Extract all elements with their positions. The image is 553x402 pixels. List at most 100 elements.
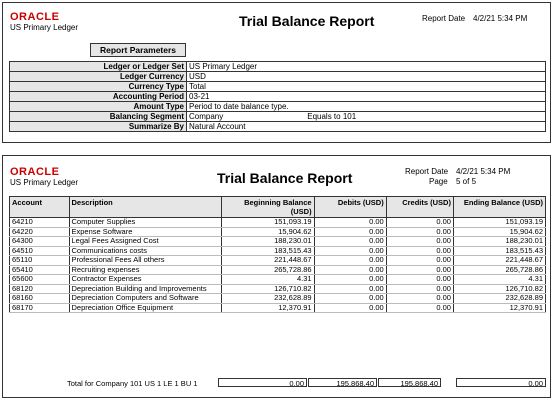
total-debits: 195,868.40: [308, 378, 377, 388]
parameter-value-cell: 03-21: [186, 91, 546, 102]
cell-account: 68170: [9, 303, 70, 313]
parameter-row: Balancing Segment Company Equals to 101: [9, 111, 546, 122]
total-label: Total for Company 101 US 1 LE 1 BU 1: [67, 379, 198, 388]
cell-ending: 126,710.82: [452, 284, 547, 294]
parameter-value: Company: [189, 112, 224, 121]
cell-beginning: 12,370.91: [220, 303, 315, 313]
cell-beginning: 221,448.67: [220, 255, 315, 266]
parameter-row: Currency Type Total: [9, 81, 546, 92]
report-title: Trial Balance Report: [239, 13, 375, 29]
parameter-value: USD: [189, 72, 206, 81]
report-title: Trial Balance Report: [217, 170, 353, 186]
cell-account: 65110: [9, 255, 70, 266]
table-row: 64210 Computer Supplies 151,093.19 0.00 0.00…: [9, 217, 547, 228]
parameter-value-cell: Company Equals to 101: [186, 111, 546, 122]
cell-ending: 183,515.43: [452, 246, 547, 256]
parameter-value: Total: [189, 82, 206, 91]
total-credits: 195,868.40: [378, 378, 441, 388]
parameter-label: Amount Type: [9, 101, 187, 112]
cell-ending: 221,448.67: [452, 255, 547, 266]
cell-credits: 0.00: [385, 255, 454, 266]
cell-ending: 15,904.62: [452, 227, 547, 237]
table-row: 65110 Professional Fees All others 221,448…: [9, 255, 547, 266]
trial-balance-table: Account Description Beginning Balance (U…: [9, 196, 547, 313]
cell-debits: 0.00: [313, 236, 387, 247]
parameter-label: Accounting Period: [9, 91, 187, 102]
parameter-row: Accounting Period 03-21: [9, 91, 546, 102]
table-row: 65600 Contractor Expenses 4.31 0.00 0.00 4.31: [9, 274, 547, 285]
cell-description: Recruiting expenses: [68, 265, 222, 275]
parameter-value: Period to date balance type.: [189, 102, 289, 111]
ledger-name: US Primary Ledger: [10, 178, 79, 187]
cell-description: Contractor Expenses: [68, 274, 222, 285]
ledger-name: US Primary Ledger: [10, 23, 79, 32]
parameter-value-cell: Total: [186, 81, 546, 92]
cell-credits: 0.00: [385, 246, 454, 256]
parameter-label: Ledger Currency: [9, 71, 187, 82]
cell-description: Communications costs: [68, 246, 222, 256]
parameter-label: Currency Type: [9, 81, 187, 92]
cell-ending: 151,093.19: [452, 217, 547, 228]
cell-ending: 12,370.91: [452, 303, 547, 313]
parameter-value: Natural Account: [189, 122, 246, 131]
cell-description: Computer Supplies: [68, 217, 222, 228]
cell-description: Depreciation Computers and Software: [68, 293, 222, 304]
parameters-heading: Report Parameters: [90, 43, 186, 57]
cell-account: 64300: [9, 236, 70, 247]
cell-description: Legal Fees Assigned Cost: [68, 236, 222, 247]
table-row: 64220 Expense Software 15,904.62 0.00 0.00 15…: [9, 227, 547, 237]
parameter-value-cell: US Primary Ledger: [186, 61, 546, 72]
table-row: 68170 Depreciation Office Equipment 12,370…: [9, 303, 547, 313]
cell-description: Professional Fees All others: [68, 255, 222, 266]
cell-beginning: 4.31: [220, 274, 315, 285]
oracle-logo: ORACLE: [10, 166, 60, 178]
cell-description: Depreciation Building and Improvements: [68, 284, 222, 294]
cell-credits: 0.00: [385, 227, 454, 237]
table-row: 64300 Legal Fees Assigned Cost 188,230.01 0…: [9, 236, 547, 247]
parameter-value: 03-21: [189, 92, 210, 101]
cell-account: 65600: [9, 274, 70, 285]
cell-ending: 265,728.86: [452, 265, 547, 275]
report-date-value: 4/2/21 5:34 PM: [456, 167, 511, 176]
cell-credits: 0.00: [385, 265, 454, 275]
parameter-label: Summarize By: [9, 121, 187, 132]
cell-debits: 0.00: [313, 303, 387, 313]
report-date-value: 4/2/21 5:34 PM: [473, 14, 528, 23]
parameter-row: Ledger or Ledger Set US Primary Ledger: [9, 61, 546, 72]
report-page-parameters: ORACLE US Primary Ledger Trial Balance R…: [2, 2, 551, 143]
report-page-balances: ORACLE US Primary Ledger Trial Balance R…: [2, 155, 551, 398]
parameter-label: Balancing Segment: [9, 111, 187, 122]
parameter-value-cell: Natural Account: [186, 121, 546, 132]
col-debits: Debits (USD): [313, 196, 387, 218]
cell-ending: 4.31: [452, 274, 547, 285]
col-credits: Credits (USD): [385, 196, 454, 218]
cell-debits: 0.00: [313, 217, 387, 228]
cell-ending: 232,628.89: [452, 293, 547, 304]
table-header-row: Account Description Beginning Balance (U…: [9, 196, 547, 218]
parameter-condition: Equals to 101: [307, 112, 357, 121]
cell-credits: 0.00: [385, 284, 454, 294]
oracle-logo: ORACLE: [10, 11, 60, 23]
page-number: 5 of 5: [456, 177, 477, 186]
cell-debits: 0.00: [313, 293, 387, 304]
cell-beginning: 151,093.19: [220, 217, 315, 228]
table-row: 68120 Depreciation Building and Improveme…: [9, 284, 547, 294]
total-ending: 0.00: [456, 378, 546, 388]
parameter-row: Ledger Currency USD: [9, 71, 546, 82]
cell-beginning: 232,628.89: [220, 293, 315, 304]
cell-ending: 188,230.01: [452, 236, 547, 247]
total-beginning: 0.00: [218, 378, 307, 388]
col-ending-balance: Ending Balance (USD): [452, 196, 547, 218]
report-date-label: Report Date: [422, 14, 466, 23]
cell-credits: 0.00: [385, 293, 454, 304]
parameter-label: Ledger or Ledger Set: [9, 61, 187, 72]
cell-credits: 0.00: [385, 274, 454, 285]
parameter-value-cell: Period to date balance type.: [186, 101, 546, 112]
page-label: Page: [429, 177, 448, 186]
table-row: 68160 Depreciation Computers and Software…: [9, 293, 547, 304]
parameter-row: Amount Type Period to date balance type.: [9, 101, 546, 112]
parameter-value-cell: USD: [186, 71, 546, 82]
parameters-table: Ledger or Ledger Set US Primary Ledger Led…: [9, 61, 546, 132]
cell-credits: 0.00: [385, 217, 454, 228]
cell-debits: 0.00: [313, 274, 387, 285]
